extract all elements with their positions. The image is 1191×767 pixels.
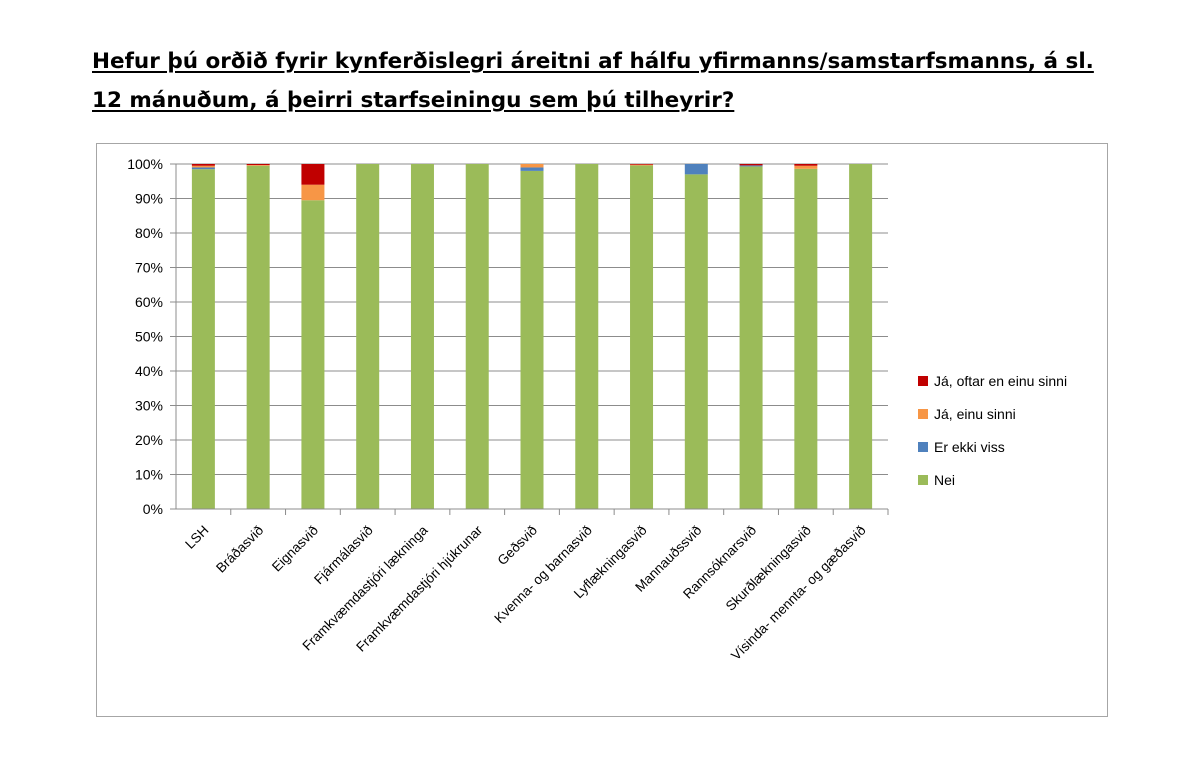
y-tick-label: 60% <box>135 294 163 310</box>
bar-segment-er-ekki-viss <box>684 164 708 175</box>
bar-segment-nei <box>410 164 434 509</box>
x-tick-label: Geðsvið <box>494 523 540 569</box>
y-tick-label: 0% <box>143 501 163 517</box>
bar-segment-ja-oftar-en-einu-sinni <box>630 164 654 165</box>
bar-segment-nei <box>191 169 215 510</box>
x-category-labels: LSH Bráðasvið EignasviðFjármálasviðFramkvæ… <box>182 522 868 663</box>
bar-segment-er-ekki-viss <box>739 165 763 167</box>
x-tick-label: LSH <box>182 523 211 552</box>
bar-segment-er-ekki-viss <box>520 167 544 171</box>
y-tick-label: 90% <box>135 191 163 207</box>
y-tick-label: 10% <box>135 467 163 483</box>
bar-segment-ja-oftar-en-einu-sinni <box>191 164 215 166</box>
y-tick-label: 50% <box>135 329 163 345</box>
y-tick-labels: 0% 10% 20% 30% 40% 50% 60% 70% 80% 90% 100% <box>127 156 163 517</box>
bar-segment-ja-oftar-en-einu-sinni <box>794 164 818 166</box>
bar-segment-ja-oftar-en-einu-sinni <box>301 164 325 185</box>
y-tick-label: 80% <box>135 225 163 241</box>
bar-segment-ja-einu-sinni <box>794 165 818 169</box>
bar-segment-nei <box>520 170 544 509</box>
bar-segment-nei <box>301 200 325 509</box>
y-tick-label: 30% <box>135 398 163 414</box>
x-tick-label: Eignasvið <box>269 523 321 575</box>
bar-segment-nei <box>849 164 873 509</box>
legend-label: Nei <box>934 472 955 488</box>
bar-segment-ja-einu-sinni <box>630 164 654 166</box>
legend-swatch-ja-oftar-en-einu-sinni <box>918 376 928 386</box>
bar-segment-nei <box>739 166 763 510</box>
legend-swatch-nei <box>918 475 928 485</box>
y-tick-label: 70% <box>135 260 163 276</box>
bar-segment-nei <box>356 164 380 509</box>
y-tick-label: 100% <box>127 156 163 172</box>
legend-swatch-ja-einu-sinni <box>918 409 928 419</box>
legend-label: Er ekki viss <box>934 439 1005 455</box>
chart-title: Hefur þú orðið fyrir kynferðislegri árei… <box>92 42 1132 120</box>
x-tick-label: Kvenna- og barnasvið <box>491 523 594 626</box>
bar-segment-ja-einu-sinni <box>246 165 270 166</box>
y-tick-label: 40% <box>135 363 163 379</box>
bar-segment-ja-einu-sinni <box>191 165 215 168</box>
bar-segment-ja-oftar-en-einu-sinni <box>246 164 270 166</box>
legend-label: Já, oftar en einu sinni <box>934 373 1067 389</box>
legend: Já, oftar en einu sinni Já, einu sinni Er … <box>918 373 1067 488</box>
y-tick-label: 20% <box>135 432 163 448</box>
bar-segment-ja-oftar-en-einu-sinni <box>739 164 763 166</box>
bar-segment-ja-einu-sinni <box>301 184 325 201</box>
bar-segment-nei <box>465 164 489 509</box>
bar-segment-er-ekki-viss <box>191 167 215 170</box>
bars <box>191 164 873 510</box>
bar-segment-nei <box>794 168 818 509</box>
legend-swatch-er-ekki-viss <box>918 442 928 452</box>
chart-title-line-2: 12 mánuðum, á þeirri starfseiningu sem þ… <box>92 88 735 113</box>
bar-segment-nei <box>630 165 654 509</box>
bar-segment-nei <box>575 164 599 509</box>
legend-label: Já, einu sinni <box>934 406 1016 422</box>
x-tick-label: Bráðasvið <box>213 523 266 576</box>
chart-title-line-1: Hefur þú orðið fyrir kynferðislegri árei… <box>92 49 1094 74</box>
bar-segment-nei <box>246 165 270 509</box>
axes <box>170 163 889 515</box>
bar-segment-ja-einu-sinni <box>520 164 544 168</box>
bar-segment-nei <box>684 174 708 509</box>
